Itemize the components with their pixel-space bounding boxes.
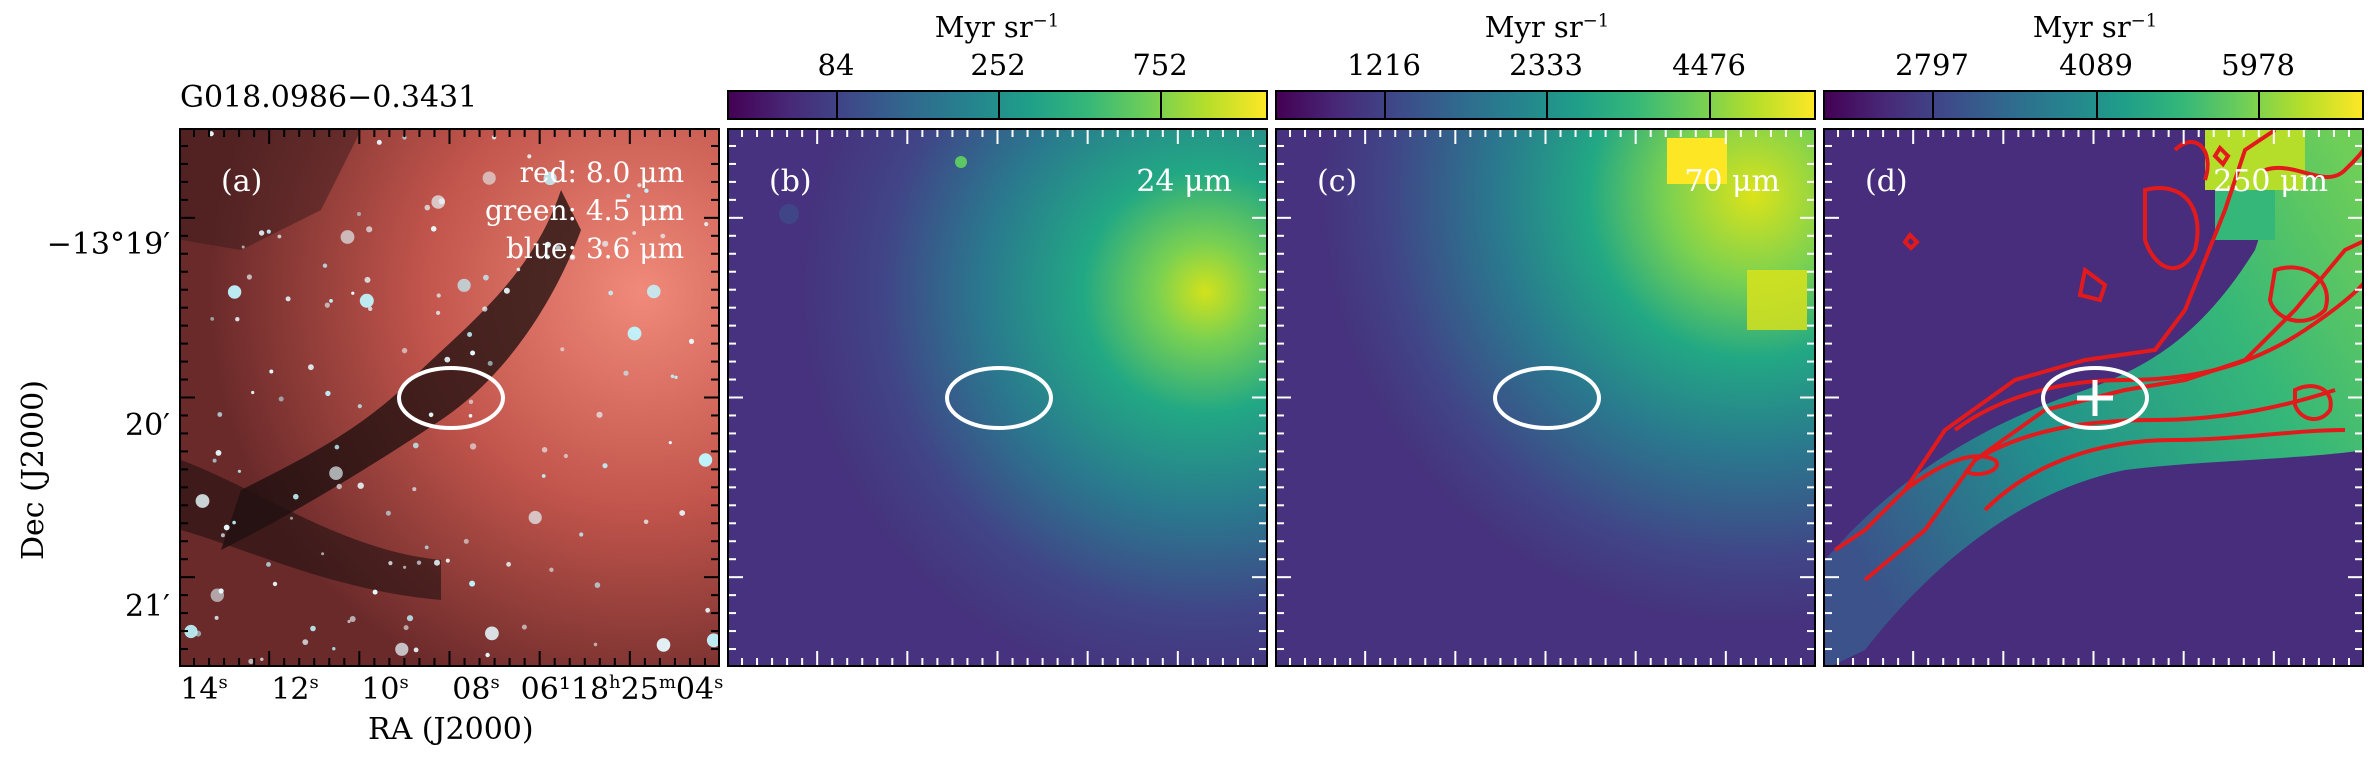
wavelength-label: 24 μm [1136,164,1232,199]
panel-label: (a) [221,164,263,199]
x-tick-label: 14s [180,672,228,707]
wavelength-label: 70 μm [1684,164,1780,199]
x-tick-label: 12s [271,672,319,707]
aperture-ellipse [397,366,505,430]
panel-b-24um-image: (b) 24 μm [727,128,1268,667]
colorbar-title-c: Myr sr−1 [1484,10,1610,44]
panel-c-70um-image: (c) 70 μm [1275,128,1816,667]
panel-d-250um-image: (d) 250 μm [1823,128,2364,667]
x-tick-label-ra-origin: 06¹18h25m04s [520,672,724,707]
colorbar-title-b: Myr sr−1 [934,10,1060,44]
star-field [184,131,718,665]
colorbar-gradient [1275,90,1816,120]
colorbar-title-d: Myr sr−1 [2032,10,2158,44]
y-tick-label: −13°19′ [46,227,170,262]
source-title: G018.0986−0.3431 [180,80,478,115]
colorbar-tick-label: 84 [817,48,855,82]
colorbar-tick-label: 1216 [1347,48,1421,82]
panel-a-rgb-image: (a) red: 8.0 μm green: 4.5 μm blue: 3.6 … [179,128,720,667]
x-tick-label: 10s [361,672,409,707]
band-legend: red: 8.0 μm green: 4.5 μm blue: 3.6 μm [485,154,684,268]
colorbar-tick-label: 752 [1132,48,1188,82]
band-blue-label: blue: 3.6 μm [506,232,684,265]
panel-label: (d) [1865,164,1908,199]
aperture-ellipse [1493,366,1601,430]
x-axis-label: RA (J2000) [368,712,534,747]
colorbar-tick-label: 4089 [2059,48,2133,82]
panel-label: (c) [1317,164,1358,199]
band-green-label: green: 4.5 μm [485,194,684,227]
colorbar-gradient [1823,90,2364,120]
panel-label: (b) [769,164,812,199]
colorbar-gradient [727,90,1268,120]
y-tick-label: 21′ [125,589,170,624]
colorbar-tick-label: 4476 [1672,48,1746,82]
band-red-label: red: 8.0 μm [519,156,684,189]
wavelength-label: 250 μm [2213,164,2328,199]
colorbar-tick-label: 2333 [1509,48,1583,82]
y-tick-label: 20′ [125,408,170,443]
aperture-ellipse [945,366,1053,430]
colorbar-tick-label: 5978 [2221,48,2295,82]
colorbar-tick-label: 2797 [1895,48,1969,82]
source-position-cross [2077,380,2113,416]
x-tick-label: 08s [452,672,500,707]
colorbar-tick-label: 252 [970,48,1026,82]
aperture-ellipse [2041,366,2149,430]
